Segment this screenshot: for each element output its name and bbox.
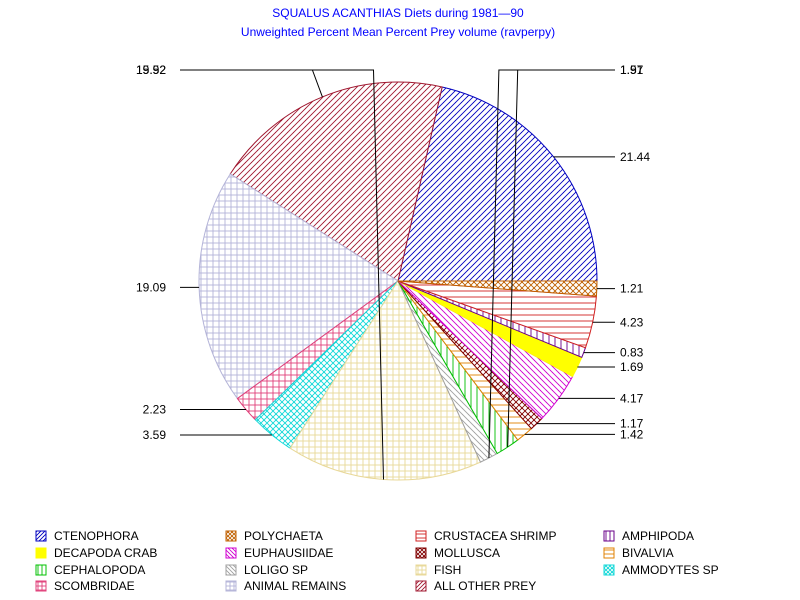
- data-label-fish: 15.92: [136, 63, 166, 77]
- pie-slices: [198, 81, 598, 481]
- slice-all-other-prey: [229, 81, 443, 282]
- legend-label-crustacea-shrimp: CRUSTACEA SHRIMP: [434, 529, 556, 543]
- legend-item-mollusca: MOLLUSCA: [415, 546, 500, 560]
- legend-swatch-euphausiidae: [225, 547, 237, 559]
- legend-swatch-crustacea-shrimp: [415, 530, 427, 542]
- legend-item-ctenophora: CTENOPHORA: [35, 529, 139, 543]
- legend-item-amphipoda: AMPHIPODA: [603, 529, 694, 543]
- legend-item-animal-remains: ANIMAL REMAINS: [225, 579, 346, 593]
- data-label-bivalvia: 1.42: [620, 427, 644, 441]
- data-label-cephalopoda: 1.97: [620, 63, 644, 77]
- legend-swatch-bivalvia: [603, 547, 615, 559]
- legend-label-polychaeta: POLYCHAETA: [244, 529, 323, 543]
- chart-title: SQUALUS ACANTHIAS Diets during 1981—90: [272, 6, 524, 20]
- legend-item-euphausiidae: EUPHAUSIIDAE: [225, 546, 333, 560]
- legend-swatch-cephalopoda: [35, 564, 47, 576]
- data-label-amphipoda: 0.83: [620, 346, 644, 360]
- legend-item-decapoda-crab: DECAPODA CRAB: [35, 546, 157, 560]
- legend-swatch-decapoda-crab: [35, 547, 47, 559]
- legend-label-amphipoda: AMPHIPODA: [622, 529, 694, 543]
- legend-label-decapoda-crab: DECAPODA CRAB: [54, 546, 157, 560]
- legend-item-scombridae: SCOMBRIDAE: [35, 579, 135, 593]
- legend-swatch-loligo-sp: [225, 564, 237, 576]
- legend-label-euphausiidae: EUPHAUSIIDAE: [244, 546, 333, 560]
- data-label-ammodytes-sp: 3.59: [143, 428, 167, 442]
- data-label-loligo-sp: 1.51: [620, 63, 644, 77]
- data-label-polychaeta: 1.21: [620, 282, 644, 296]
- legend-swatch-mollusca: [415, 547, 427, 559]
- data-label-mollusca: 1.17: [620, 417, 644, 431]
- legend-swatch-ctenophora: [35, 530, 47, 542]
- legend-label-animal-remains: ANIMAL REMAINS: [244, 579, 346, 593]
- legend-label-ctenophora: CTENOPHORA: [54, 529, 139, 543]
- legend: CTENOPHORA POLYCHAETA CRUSTACEA SHRIMP AMPH…: [35, 529, 719, 593]
- chart-subtitle: Unweighted Percent Mean Percent Prey vol…: [241, 25, 555, 39]
- legend-label-scombridae: SCOMBRIDAE: [54, 579, 135, 593]
- data-label-decapoda-crab: 1.69: [620, 360, 644, 374]
- data-label-crustacea-shrimp: 4.23: [620, 315, 644, 329]
- legend-label-all-other-prey: ALL OTHER PREY: [434, 579, 536, 593]
- legend-item-all-other-prey: ALL OTHER PREY: [415, 579, 536, 593]
- data-label-euphausiidae: 4.17: [620, 391, 644, 405]
- leader-line-all-other-prey: [180, 69, 323, 98]
- data-labels: 21.44 19.52 19.09 2.23 3.59 15.92 1.511.97 1.42…: [136, 63, 650, 442]
- legend-item-cephalopoda: CEPHALOPODA: [35, 563, 145, 577]
- legend-swatch-polychaeta: [225, 530, 237, 542]
- data-label-all-other-prey: 19.52: [136, 63, 166, 77]
- legend-swatch-ammodytes-sp: [603, 564, 615, 576]
- leader-line-fish: [180, 69, 384, 480]
- data-label-animal-remains: 19.09: [136, 280, 166, 294]
- legend-swatch-animal-remains: [225, 580, 237, 592]
- legend-swatch-all-other-prey: [415, 580, 427, 592]
- legend-label-ammodytes-sp: AMMODYTES SP: [622, 563, 719, 577]
- legend-item-bivalvia: BIVALVIA: [603, 546, 674, 560]
- legend-label-loligo-sp: LOLIGO SP: [244, 563, 308, 577]
- slice-animal-remains: [198, 173, 399, 400]
- slice-polychaeta: [397, 280, 598, 297]
- legend-label-bivalvia: BIVALVIA: [622, 546, 674, 560]
- leader-lines: [180, 69, 615, 480]
- legend-item-fish: FISH: [415, 563, 461, 577]
- leader-line-cephalopoda: [507, 69, 615, 448]
- legend-label-cephalopoda: CEPHALOPODA: [54, 563, 145, 577]
- legend-label-mollusca: MOLLUSCA: [434, 546, 500, 560]
- legend-item-ammodytes-sp: AMMODYTES SP: [603, 563, 719, 577]
- legend-item-polychaeta: POLYCHAETA: [225, 529, 323, 543]
- legend-label-fish: FISH: [434, 563, 461, 577]
- data-label-scombridae: 2.23: [143, 403, 167, 417]
- legend-swatch-fish: [415, 564, 427, 576]
- legend-swatch-scombridae: [35, 580, 47, 592]
- legend-swatch-amphipoda: [603, 530, 615, 542]
- legend-item-crustacea-shrimp: CRUSTACEA SHRIMP: [415, 529, 556, 543]
- slice-ctenophora: [397, 86, 598, 282]
- data-label-ctenophora: 21.44: [620, 150, 650, 164]
- legend-item-loligo-sp: LOLIGO SP: [225, 563, 308, 577]
